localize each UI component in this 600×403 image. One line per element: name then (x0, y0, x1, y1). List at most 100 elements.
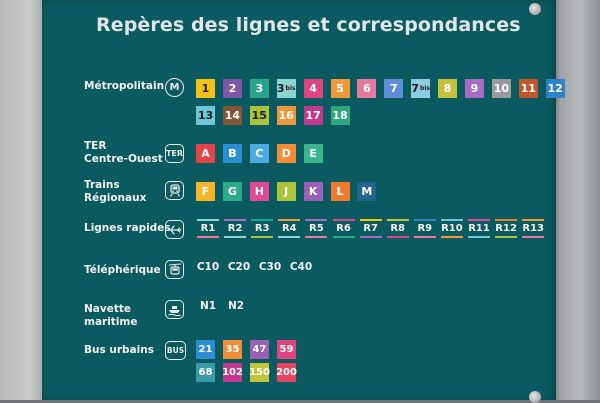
line-color-bottom (386, 236, 409, 238)
line-badge-r4: R4 (277, 219, 301, 238)
line-badge-f: F (196, 182, 215, 201)
line-badge-14: 14 (222, 106, 242, 125)
line-color-bottom (495, 236, 518, 238)
line-label: R7 (363, 223, 378, 234)
line-color-top (386, 219, 409, 221)
line-label: C40 (289, 261, 313, 273)
bis-suffix: bis (420, 85, 430, 92)
line-color-top (359, 219, 382, 221)
cable-car-icon (165, 260, 184, 279)
line-label: C30 (258, 261, 282, 273)
line-badge-d: D (276, 144, 296, 163)
line-badge-r9: R9 (413, 219, 437, 238)
bolt-icon (529, 391, 541, 403)
line-color-top (305, 219, 328, 221)
line-badge-j: J (276, 182, 296, 201)
category-label-ter: TER Centre-Ouest (84, 140, 163, 166)
line-label: R1 (200, 223, 216, 234)
line-badge-3bis: 3 bis (276, 79, 296, 98)
line-badge-15: 15 (249, 106, 269, 125)
line-badge-5: 5 (330, 79, 350, 98)
line-color-top (251, 219, 274, 221)
line-badge-r12: R12 (494, 219, 518, 238)
bus-icon: BUS (165, 341, 186, 360)
line-badge-c30: C30 (258, 259, 282, 275)
line-badge-13: 13 (196, 106, 215, 125)
line-label: R13 (522, 223, 544, 234)
line-badge-r5: R5 (304, 219, 328, 238)
airplane-icon (165, 220, 184, 239)
line-badge-7: 7 (384, 79, 404, 98)
line-badge-n2: N2 (224, 298, 248, 314)
category-label-cable: Téléphérique (84, 264, 161, 276)
line-badge-c20: C20 (227, 259, 251, 275)
category-label-line: maritime (84, 316, 138, 328)
line-color-top (224, 219, 247, 221)
line-badge-7bis: 7 bis (411, 79, 431, 98)
line-label: C20 (227, 261, 251, 273)
line-badge-c: C (249, 144, 269, 163)
category-label-shuttle: Navette maritime (84, 303, 137, 329)
line-color-top (522, 219, 545, 221)
line-badge-59: 59 (277, 340, 296, 359)
line-badge-r7: R7 (359, 219, 383, 238)
line-badge-3: 3 (249, 79, 269, 98)
line-badge-r11: R11 (467, 219, 491, 238)
line-label: R5 (309, 223, 324, 234)
line-badge-r13: R13 (521, 219, 545, 238)
metro-icon: M (165, 78, 184, 97)
train-icon (165, 181, 184, 200)
category-label-bus: Bus urbains (84, 344, 154, 356)
category-label-regional: Trains Régionaux (84, 179, 146, 205)
sign-title: Repères des lignes et correspondances (96, 14, 521, 36)
line-color-top (332, 219, 355, 221)
line-badge-200: 200 (276, 363, 297, 382)
line-label: R6 (336, 223, 351, 234)
ter-icon: TER (165, 144, 184, 163)
line-badge-150: 150 (249, 363, 270, 382)
bis-suffix: bis (285, 85, 296, 92)
category-label-line: Centre-Ouest (84, 153, 163, 165)
line-color-bottom (332, 236, 355, 238)
line-color-bottom (197, 236, 219, 238)
line-badge-c40: C40 (289, 259, 313, 275)
line-badge-h: H (249, 182, 269, 201)
line-label: R8 (390, 223, 406, 234)
line-badge-n1: N1 (196, 298, 220, 314)
line-badge-r2: R2 (223, 219, 247, 238)
line-color-top (278, 219, 301, 221)
line-color-bottom (305, 236, 328, 238)
line-color-bottom (468, 236, 490, 238)
line-badge-r1: R1 (196, 219, 220, 238)
line-badge-17: 17 (303, 106, 323, 125)
line-badge-11: 11 (518, 79, 538, 98)
bolt-icon (529, 3, 541, 15)
line-color-bottom (251, 236, 274, 238)
line-badge-l: L (330, 182, 350, 201)
line-badge-g: G (222, 182, 242, 201)
wall-right (550, 0, 600, 400)
category-label-line: Régionaux (84, 192, 147, 204)
line-label: R12 (495, 223, 517, 234)
line-color-top (440, 219, 463, 221)
line-badge-c10: C10 (196, 259, 220, 275)
wall-left (0, 0, 42, 400)
line-badge-r6: R6 (332, 219, 356, 238)
line-label: R2 (227, 223, 243, 234)
category-label-line: Trains (84, 179, 120, 191)
line-badge-4: 4 (303, 79, 323, 98)
line-color-bottom (413, 236, 436, 238)
line-badge-12: 12 (545, 79, 565, 98)
line-badge-35: 35 (223, 340, 242, 359)
category-label-metro: Métropolitain (84, 80, 165, 92)
line-label: C10 (196, 261, 220, 273)
category-label-rapid: Lignes rapides (84, 222, 171, 234)
line-badge-6: 6 (357, 79, 377, 98)
line-badge-e: E (303, 144, 323, 163)
line-label: N2 (227, 300, 245, 312)
line-badge-r10: R10 (440, 219, 464, 238)
line-badge-47: 47 (250, 340, 269, 359)
line-badge-2: 2 (222, 79, 242, 98)
line-color-top (495, 219, 518, 221)
line-badge-21: 21 (196, 340, 215, 359)
